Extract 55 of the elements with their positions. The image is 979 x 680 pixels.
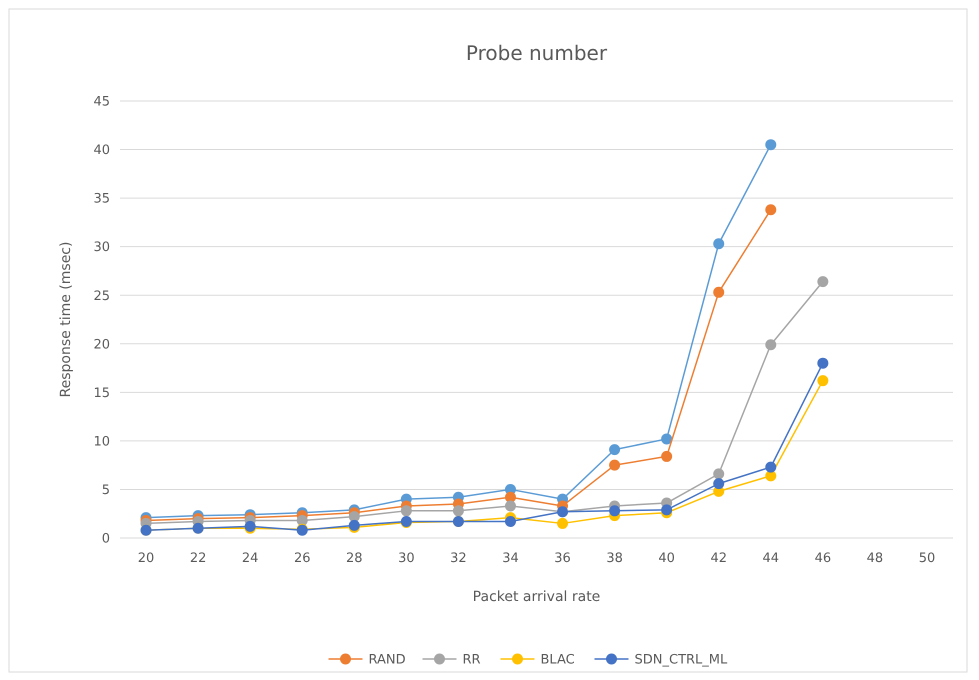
point — [765, 339, 776, 350]
x-tick-label: 40 — [658, 551, 675, 566]
point — [661, 433, 672, 444]
point — [765, 204, 776, 216]
point — [713, 286, 724, 298]
x-tick-label: 28 — [346, 551, 363, 566]
x-tick-label: 46 — [814, 551, 832, 566]
x-tick-label: 24 — [242, 551, 258, 566]
point — [661, 504, 672, 516]
x-tick-label: 42 — [710, 551, 727, 566]
point — [817, 375, 828, 386]
x-tick-label: 44 — [762, 551, 780, 566]
point — [609, 444, 620, 456]
point — [713, 468, 724, 480]
x-tick-label: 32 — [450, 551, 467, 566]
y-tick-label: 40 — [93, 143, 110, 158]
y-tick-label: 35 — [93, 192, 110, 207]
legend-label: RR — [462, 652, 481, 668]
point — [504, 500, 516, 512]
y-tick-label: 30 — [93, 240, 110, 256]
point — [817, 358, 828, 369]
point — [452, 505, 464, 516]
point — [400, 505, 412, 516]
point — [661, 450, 672, 462]
y-tick-label: 45 — [93, 94, 110, 110]
point — [713, 238, 724, 250]
point — [609, 505, 620, 516]
point — [765, 139, 776, 150]
y-axis-title: Response time (msec) — [58, 242, 74, 398]
y-tick-label: 10 — [93, 434, 110, 450]
y-tick-label: 0 — [102, 532, 110, 547]
x-axis-title: Packet arrival rate — [472, 589, 600, 605]
point — [713, 478, 724, 490]
x-tick-label: 26 — [294, 551, 310, 566]
x-tick-label: 50 — [918, 551, 936, 566]
legend-label: RAND — [368, 652, 406, 668]
point — [504, 516, 516, 527]
point — [609, 460, 620, 471]
x-tick-label: 30 — [398, 551, 415, 566]
x-tick-label: 36 — [554, 551, 571, 566]
y-tick-label: 15 — [93, 386, 110, 401]
x-tick-label: 22 — [190, 551, 206, 566]
legend-label: BLAC — [540, 652, 575, 668]
x-tick-label: 20 — [138, 551, 154, 566]
x-tick-label: 48 — [866, 551, 884, 566]
x-tick-label: 34 — [502, 551, 519, 566]
y-tick-label: 25 — [93, 288, 110, 304]
point — [817, 276, 828, 288]
point — [765, 462, 776, 473]
chart-title: Probe number — [466, 41, 608, 65]
point — [557, 518, 568, 529]
x-tick-label: 38 — [606, 551, 623, 566]
legend-label: SDN_CTRL_ML — [634, 652, 728, 668]
y-tick-label: 5 — [102, 482, 110, 498]
y-tick-label: 20 — [93, 337, 110, 352]
